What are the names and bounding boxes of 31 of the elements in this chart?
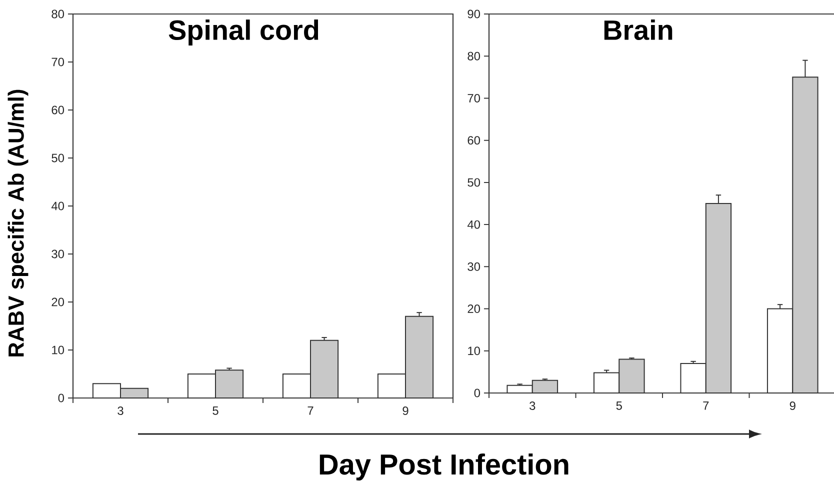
y-tick-label: 70: [468, 94, 480, 102]
y-tick-label: 40: [467, 220, 480, 229]
chart-title: Spinal cord: [168, 20, 318, 46]
x-tick-label: 9: [402, 406, 408, 415]
y-axis-title: RABV specific Ab (AU/ml): [8, 90, 28, 356]
y-tick-label: 30: [468, 262, 480, 271]
y-tick-label: 50: [52, 154, 64, 162]
y-tick-label: 0: [58, 394, 64, 402]
y-tick-label: 60: [468, 136, 480, 145]
x-axis-title: Day Post Infection: [320, 454, 568, 480]
x-tick-label: 3: [530, 402, 536, 410]
y-tick-label: 20: [468, 304, 480, 313]
y-tick-label: 80: [52, 10, 64, 18]
x-tick-label: 9: [790, 402, 796, 410]
y-tick-label: 30: [52, 250, 64, 258]
y-tick-label: 20: [52, 298, 64, 306]
y-tick-label: 50: [468, 178, 480, 187]
x-tick-label: 5: [212, 406, 218, 415]
y-tick-label: 70: [52, 58, 64, 66]
y-tick-label: 60: [52, 106, 64, 114]
x-tick-label: 3: [118, 406, 124, 415]
y-tick-label: 0: [474, 388, 480, 398]
y-tick-label: 40: [51, 202, 64, 210]
y-tick-label: 10: [52, 346, 64, 354]
x-tick-label: 7: [308, 406, 314, 415]
x-tick-label: 5: [616, 402, 622, 410]
chart-title: Brain: [604, 20, 672, 40]
y-tick-label: 90: [468, 10, 480, 18]
y-tick-label: 80: [468, 52, 480, 60]
y-tick-label: 10: [468, 346, 480, 356]
x-tick-label: 7: [703, 402, 709, 410]
